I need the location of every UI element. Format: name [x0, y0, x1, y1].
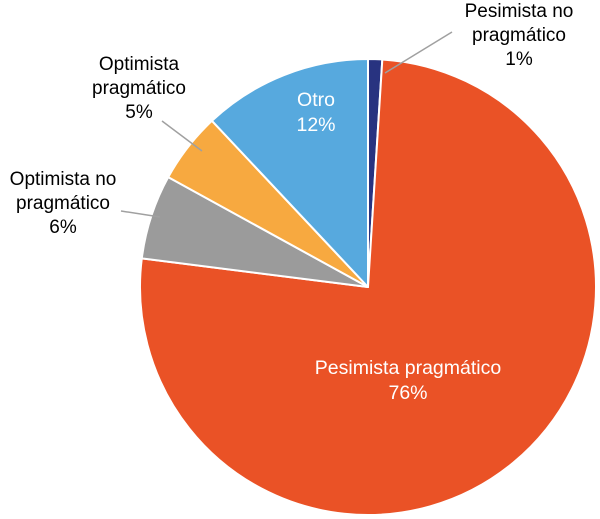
slice-label-text: Optimista pragmático — [92, 54, 186, 99]
leader-lines — [120, 31, 453, 218]
slice-label-otro: Otro 12% — [266, 88, 366, 138]
leader-line-pesimista-no-pragmatico — [384, 31, 453, 74]
leader-line-optimista-pragmatico — [161, 120, 203, 152]
slice-label-text: Pesimista pragmático — [314, 357, 502, 379]
slice-label-pesimista-no-pragmatico: Pesimista no pragmático 1% — [440, 0, 598, 71]
pie-slice-4 — [210, 58, 369, 288]
slice-label-text: Otro — [297, 89, 335, 111]
slice-label-pesimista-pragmatico: Pesimista pragmático 76% — [258, 356, 558, 406]
leader-line-optimista-no-pragmatico — [120, 210, 161, 218]
slice-label-pct: 1% — [505, 48, 533, 70]
slice-label-text: Pesimista no pragmático — [464, 1, 574, 46]
slice-label-pct: 6% — [49, 216, 77, 238]
slice-label-optimista-no-pragmatico: Optimista no pragmático 6% — [0, 168, 130, 239]
slice-label-optimista-pragmatico: Optimista pragmático 5% — [68, 53, 210, 124]
slice-label-pct: 12% — [296, 113, 336, 136]
slice-label-pct: 5% — [125, 101, 153, 123]
slice-label-text: Optimista no pragmático — [9, 169, 117, 214]
pie-slices — [139, 58, 597, 516]
slice-label-pct: 76% — [388, 381, 428, 404]
